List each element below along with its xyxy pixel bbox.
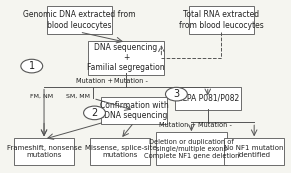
Text: Genomic DNA extracted from
blood leucocytes: Genomic DNA extracted from blood leucocy… bbox=[23, 10, 136, 30]
Text: No NF1 mutation
identified: No NF1 mutation identified bbox=[224, 145, 284, 158]
Circle shape bbox=[166, 87, 187, 101]
Text: FM, NM: FM, NM bbox=[30, 94, 53, 99]
Text: Deletion or duplication of
single/multiple exons
Complete NF1 gene deletion: Deletion or duplication of single/multip… bbox=[144, 139, 239, 159]
Text: DNA sequencing
+
Familial segregation: DNA sequencing + Familial segregation bbox=[87, 43, 165, 72]
Text: Total RNA extracted
from blood leucocytes: Total RNA extracted from blood leucocyte… bbox=[179, 10, 264, 30]
Text: 2: 2 bbox=[91, 108, 98, 118]
Text: Mutation +: Mutation + bbox=[76, 78, 113, 84]
Text: SM, MM: SM, MM bbox=[66, 94, 90, 99]
Text: Mutation -: Mutation - bbox=[198, 122, 232, 128]
Text: 3: 3 bbox=[173, 89, 180, 99]
Circle shape bbox=[21, 59, 43, 73]
FancyBboxPatch shape bbox=[47, 7, 112, 34]
FancyBboxPatch shape bbox=[156, 133, 227, 165]
Text: Frameshift, nonsense
mutations: Frameshift, nonsense mutations bbox=[7, 145, 81, 158]
Text: Mutation -: Mutation - bbox=[114, 78, 148, 84]
FancyBboxPatch shape bbox=[224, 138, 284, 165]
Text: MLPA P081/P082: MLPA P081/P082 bbox=[176, 94, 239, 103]
Text: 1: 1 bbox=[29, 61, 35, 71]
FancyBboxPatch shape bbox=[91, 138, 150, 165]
Text: Mutation +: Mutation + bbox=[159, 122, 196, 128]
FancyBboxPatch shape bbox=[175, 86, 241, 110]
Circle shape bbox=[84, 106, 105, 120]
FancyBboxPatch shape bbox=[88, 40, 164, 75]
FancyBboxPatch shape bbox=[101, 97, 167, 124]
Text: Confirmation with
cDNA sequencing: Confirmation with cDNA sequencing bbox=[100, 101, 168, 120]
FancyBboxPatch shape bbox=[189, 7, 254, 34]
FancyBboxPatch shape bbox=[14, 138, 74, 165]
Text: Missense, splice-site
mutations: Missense, splice-site mutations bbox=[85, 145, 156, 158]
